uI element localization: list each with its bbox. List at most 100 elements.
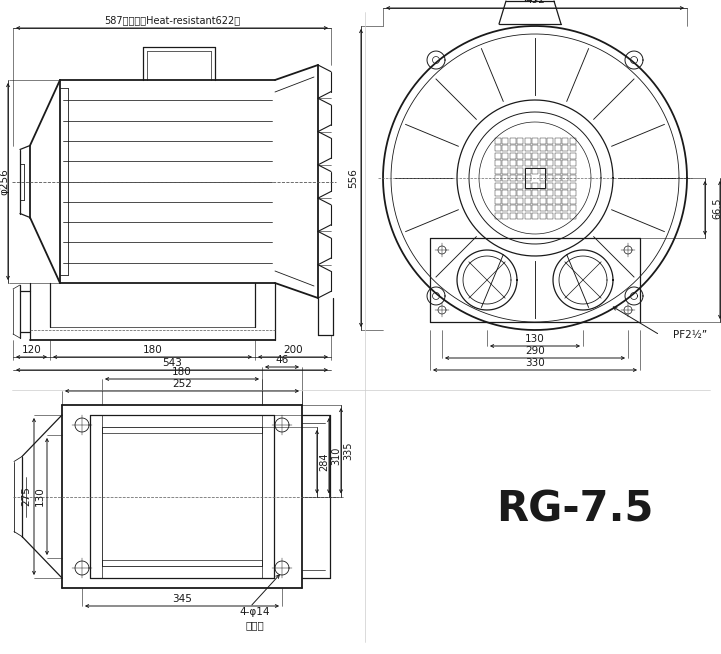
Bar	[495, 190, 500, 196]
Text: 290: 290	[525, 346, 545, 356]
Bar	[562, 137, 568, 143]
Bar	[517, 160, 523, 166]
Bar	[517, 145, 523, 151]
Bar	[524, 182, 531, 188]
Bar	[554, 205, 560, 211]
Bar	[495, 182, 500, 188]
Bar	[502, 205, 508, 211]
Bar	[547, 182, 553, 188]
Bar	[510, 198, 516, 203]
Bar	[562, 190, 568, 196]
Text: 252: 252	[172, 379, 192, 389]
Text: 180: 180	[143, 345, 162, 355]
Bar	[510, 145, 516, 151]
Bar	[547, 152, 553, 158]
Bar	[495, 145, 500, 151]
Bar	[547, 198, 553, 203]
Bar	[495, 167, 500, 173]
Bar	[547, 167, 553, 173]
Bar	[532, 137, 538, 143]
Bar	[502, 167, 508, 173]
Bar	[547, 205, 553, 211]
Bar	[502, 182, 508, 188]
Bar	[502, 175, 508, 181]
Bar	[547, 190, 553, 196]
Bar	[562, 152, 568, 158]
Bar	[539, 182, 546, 188]
Bar	[517, 167, 523, 173]
Bar	[570, 145, 575, 151]
Text: 200: 200	[283, 345, 303, 355]
Bar	[570, 152, 575, 158]
Bar	[539, 167, 546, 173]
Bar	[554, 213, 560, 218]
Bar	[554, 198, 560, 203]
Bar	[532, 145, 538, 151]
Bar	[524, 167, 531, 173]
Bar	[570, 175, 575, 181]
Bar	[554, 167, 560, 173]
Bar	[517, 175, 523, 181]
Bar	[539, 198, 546, 203]
Bar	[502, 152, 508, 158]
Bar	[517, 213, 523, 218]
Bar	[539, 145, 546, 151]
Bar	[495, 137, 500, 143]
Bar	[517, 137, 523, 143]
Bar	[532, 167, 538, 173]
Bar	[532, 198, 538, 203]
Bar	[547, 160, 553, 166]
Bar	[524, 160, 531, 166]
Text: PF2½”: PF2½”	[673, 330, 707, 340]
Bar	[570, 190, 575, 196]
Bar	[524, 145, 531, 151]
Bar	[570, 167, 575, 173]
Bar	[539, 213, 546, 218]
Bar	[517, 152, 523, 158]
Bar	[554, 152, 560, 158]
Bar	[539, 160, 546, 166]
Bar	[547, 175, 553, 181]
Bar	[539, 137, 546, 143]
Text: 130: 130	[35, 487, 45, 506]
Bar	[510, 160, 516, 166]
Bar	[524, 205, 531, 211]
Bar	[510, 190, 516, 196]
Bar	[554, 182, 560, 188]
Text: 335: 335	[343, 441, 353, 460]
Bar	[524, 137, 531, 143]
Bar	[554, 190, 560, 196]
Bar	[539, 152, 546, 158]
Bar	[562, 175, 568, 181]
Bar	[570, 182, 575, 188]
Bar	[524, 198, 531, 203]
Bar	[502, 190, 508, 196]
Bar	[562, 167, 568, 173]
Bar	[562, 198, 568, 203]
Bar	[517, 182, 523, 188]
Bar	[562, 160, 568, 166]
Bar	[524, 213, 531, 218]
Bar	[532, 152, 538, 158]
Bar	[502, 137, 508, 143]
Bar	[570, 205, 575, 211]
Bar	[517, 205, 523, 211]
Text: 345: 345	[172, 594, 192, 604]
Bar	[517, 190, 523, 196]
Bar	[532, 160, 538, 166]
Bar	[539, 205, 546, 211]
Text: 180: 180	[172, 367, 192, 377]
Bar	[524, 152, 531, 158]
Bar	[510, 175, 516, 181]
Bar	[510, 167, 516, 173]
Bar	[562, 205, 568, 211]
Bar	[554, 160, 560, 166]
Bar	[570, 198, 575, 203]
Bar	[502, 213, 508, 218]
Bar	[510, 137, 516, 143]
Bar	[502, 160, 508, 166]
Bar	[495, 198, 500, 203]
Text: 492: 492	[525, 0, 545, 5]
Bar	[570, 213, 575, 218]
Bar	[495, 152, 500, 158]
